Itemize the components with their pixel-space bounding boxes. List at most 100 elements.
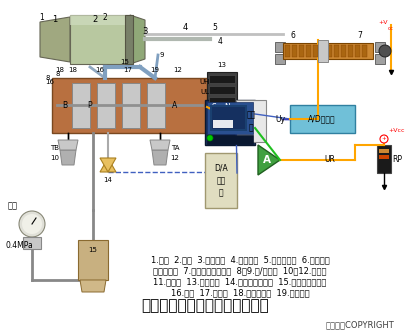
Text: 东方仿真COPYRIGHT: 东方仿真COPYRIGHT xyxy=(326,320,395,329)
Polygon shape xyxy=(60,150,76,165)
Text: UL: UL xyxy=(201,89,210,95)
Polygon shape xyxy=(100,158,116,172)
Text: 18: 18 xyxy=(69,67,78,73)
Bar xyxy=(375,42,385,52)
Text: 12: 12 xyxy=(171,155,180,161)
Text: 17: 17 xyxy=(123,67,132,73)
Bar xyxy=(207,72,237,134)
Text: 6: 6 xyxy=(291,31,296,40)
Bar xyxy=(72,83,90,128)
Text: 1: 1 xyxy=(52,16,58,25)
Text: 转换: 转换 xyxy=(216,176,226,185)
Bar xyxy=(205,100,255,145)
Text: 9: 9 xyxy=(160,52,164,58)
Bar xyxy=(213,120,233,128)
Bar xyxy=(70,15,130,64)
Text: UR: UR xyxy=(325,156,335,165)
Bar xyxy=(209,86,235,94)
Text: 13: 13 xyxy=(217,62,226,68)
Bar xyxy=(207,135,253,144)
Bar xyxy=(147,83,165,128)
Text: 8: 8 xyxy=(56,71,60,77)
Text: 18: 18 xyxy=(55,67,65,73)
Text: UL: UL xyxy=(226,119,235,125)
Text: 0.4MPa: 0.4MPa xyxy=(5,240,33,249)
Bar xyxy=(209,108,235,116)
Bar xyxy=(377,145,391,173)
Text: 位器传感器  7.滑动触点（电刷）  8、9.进/出气孔  10、12.消音器: 位器传感器 7.滑动触点（电刷） 8、9.进/出气孔 10、12.消音器 xyxy=(153,266,327,275)
Text: P: P xyxy=(88,101,92,110)
Bar xyxy=(348,45,353,57)
Bar xyxy=(23,237,41,249)
Text: 7: 7 xyxy=(358,31,363,40)
Bar xyxy=(283,43,373,59)
Text: 直滑式电位器控制气缸活塞行程: 直滑式电位器控制气缸活塞行程 xyxy=(141,298,269,313)
Text: 19: 19 xyxy=(150,67,159,73)
Text: 15: 15 xyxy=(120,59,129,65)
Text: Uy: Uy xyxy=(275,115,285,124)
Text: TA: TA xyxy=(171,145,179,151)
Text: 1: 1 xyxy=(39,14,44,23)
Text: +V: +V xyxy=(378,20,388,25)
Text: 11.进气孔  13.电磁线圈  14.电动比例调节阀  15.气源处理三联件: 11.进气孔 13.电磁线圈 14.电动比例调节阀 15.气源处理三联件 xyxy=(153,277,327,286)
Bar xyxy=(341,45,346,57)
Bar xyxy=(355,45,360,57)
Bar xyxy=(236,100,266,142)
Text: 器: 器 xyxy=(249,124,253,133)
Bar xyxy=(212,107,245,129)
Bar xyxy=(210,105,247,131)
Bar xyxy=(205,153,237,208)
Bar xyxy=(209,97,235,105)
Text: S: S xyxy=(212,103,216,112)
Bar xyxy=(209,75,235,83)
Text: A: A xyxy=(263,155,271,165)
Circle shape xyxy=(22,214,42,234)
Bar xyxy=(122,83,140,128)
Polygon shape xyxy=(152,150,168,165)
Bar xyxy=(327,45,332,57)
Text: 14: 14 xyxy=(104,177,113,183)
Text: 器: 器 xyxy=(219,188,223,197)
Bar xyxy=(318,40,328,62)
Circle shape xyxy=(380,135,388,143)
Polygon shape xyxy=(58,140,78,150)
Text: 2: 2 xyxy=(103,14,107,23)
Bar xyxy=(379,149,389,153)
Text: 4: 4 xyxy=(217,38,222,47)
Text: A: A xyxy=(172,101,178,110)
Bar xyxy=(70,15,130,25)
Polygon shape xyxy=(100,158,116,172)
Bar xyxy=(375,54,385,64)
Bar xyxy=(209,119,235,127)
Bar xyxy=(78,240,108,280)
Polygon shape xyxy=(130,15,145,64)
Text: B: B xyxy=(62,101,67,110)
Circle shape xyxy=(207,135,213,141)
Text: D/A: D/A xyxy=(214,164,228,172)
Text: A/D转换器: A/D转换器 xyxy=(308,115,336,124)
Text: 2: 2 xyxy=(92,16,98,25)
Bar xyxy=(306,45,311,57)
Bar xyxy=(285,45,290,57)
Circle shape xyxy=(379,45,391,57)
Bar xyxy=(275,42,285,52)
Bar xyxy=(290,105,355,133)
Bar xyxy=(379,155,389,159)
Bar xyxy=(334,45,339,57)
Text: 5: 5 xyxy=(212,24,217,33)
Bar xyxy=(125,15,133,64)
Text: UH: UH xyxy=(200,79,210,85)
Text: UH: UH xyxy=(225,107,235,113)
Text: 16.阀心  17.阀心杆  18.电磁阀壳体  19.永久磁铁: 16.阀心 17.阀心杆 18.电磁阀壳体 19.永久磁铁 xyxy=(171,288,309,297)
Text: 驱动: 驱动 xyxy=(246,111,256,120)
Text: 8: 8 xyxy=(46,75,50,81)
Text: 气源: 气源 xyxy=(8,201,18,210)
Text: 15: 15 xyxy=(88,247,97,253)
Bar xyxy=(362,45,367,57)
Text: +: + xyxy=(382,137,386,142)
Bar xyxy=(292,45,297,57)
Text: 16: 16 xyxy=(46,79,55,85)
Text: N: N xyxy=(224,103,230,112)
Text: cc: cc xyxy=(388,27,394,32)
Circle shape xyxy=(235,107,245,117)
